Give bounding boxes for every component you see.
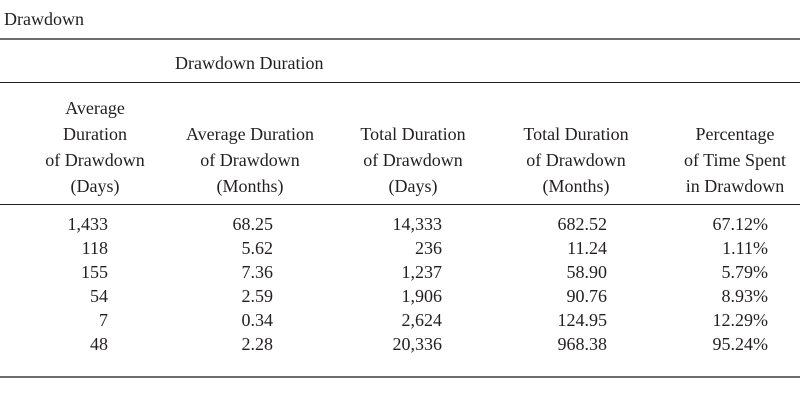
cell-total-days: 14,333 — [392, 214, 443, 234]
cell-percentage: 1.11% — [722, 238, 768, 258]
cell-total-months: 124.95 — [557, 310, 608, 330]
column-header-avg-months: Average Duration of Drawdown (Months) — [170, 95, 330, 199]
cell-avg-days: 54 — [90, 286, 108, 306]
bottom-rule — [0, 376, 800, 378]
cell-total-months: 11.24 — [567, 238, 607, 258]
column-header-line: of Drawdown — [363, 150, 463, 170]
cell-percentage: 8.93% — [721, 286, 769, 306]
column-header-line: in Drawdown — [685, 176, 785, 196]
cell-avg-days: 155 — [81, 262, 108, 282]
cell-avg-months: 5.62 — [241, 238, 274, 258]
column-header-line: (Days) — [388, 176, 438, 196]
group-heading: Drawdown Duration — [175, 53, 324, 73]
cell-total-months: 968.38 — [557, 334, 608, 354]
cell-avg-months: 7.36 — [241, 262, 274, 282]
top-rule — [0, 38, 800, 40]
cell-percentage: 5.79% — [721, 262, 769, 282]
cell-avg-days: 1,433 — [67, 214, 109, 234]
column-header-percentage: Percentage of Time Spent in Drawdown — [670, 95, 800, 199]
cell-avg-days: 118 — [81, 238, 108, 258]
cell-total-days: 2,624 — [401, 310, 443, 330]
column-header-total-days: Total Duration of Drawdown (Days) — [343, 95, 483, 199]
cell-total-months: 58.90 — [566, 262, 608, 282]
table-row: 48 2.28 20,336 968.38 95.24% — [0, 332, 800, 356]
cell-avg-days: 7 — [99, 310, 108, 330]
header-rule — [0, 204, 800, 205]
column-header-line: of Drawdown — [45, 150, 145, 170]
column-header-line: of Drawdown — [200, 150, 300, 170]
cell-percentage: 67.12% — [712, 214, 769, 234]
cell-total-days: 1,906 — [401, 286, 443, 306]
cell-total-months: 682.52 — [557, 214, 608, 234]
column-header-line: Total Duration — [523, 124, 629, 144]
cell-percentage: 95.24% — [712, 334, 769, 354]
cell-total-days: 1,237 — [401, 262, 443, 282]
column-header-avg-days: Average Duration of Drawdown (Days) — [40, 95, 150, 199]
column-header-total-months: Total Duration of Drawdown (Months) — [506, 95, 646, 199]
table-row: 7 0.34 2,624 124.95 12.29% — [0, 308, 800, 332]
table-row: 118 5.62 236 11.24 1.11% — [0, 236, 800, 260]
cell-avg-months: 2.28 — [241, 334, 274, 354]
group-rule — [0, 82, 800, 83]
cell-percentage: 12.29% — [712, 310, 769, 330]
cell-avg-months: 2.59 — [241, 286, 274, 306]
column-header-line: of Time Spent — [683, 150, 787, 170]
cell-avg-months: 0.34 — [241, 310, 274, 330]
cell-total-days: 20,336 — [392, 334, 443, 354]
column-header-line: Average Duration — [185, 124, 315, 144]
table-row: 54 2.59 1,906 90.76 8.93% — [0, 284, 800, 308]
column-header-line: Duration — [63, 124, 127, 144]
cell-avg-months: 68.25 — [232, 214, 274, 234]
cell-avg-days: 48 — [90, 334, 108, 354]
column-header-line: Percentage — [695, 124, 775, 144]
column-header-line: (Months) — [216, 176, 284, 196]
table-body: 1,433 68.25 14,333 682.52 67.12% 118 5.6… — [0, 212, 800, 356]
table-label: Drawdown — [4, 9, 84, 29]
column-header-line: Average — [65, 98, 125, 118]
column-header-line: (Months) — [542, 176, 610, 196]
column-header-line: (Days) — [70, 176, 120, 196]
table-row: 155 7.36 1,237 58.90 5.79% — [0, 260, 800, 284]
cell-total-days: 236 — [415, 238, 442, 258]
cell-total-months: 90.76 — [566, 286, 608, 306]
table-row: 1,433 68.25 14,333 682.52 67.12% — [0, 212, 800, 236]
column-header-line: Total Duration — [360, 124, 466, 144]
column-header-line: of Drawdown — [526, 150, 626, 170]
